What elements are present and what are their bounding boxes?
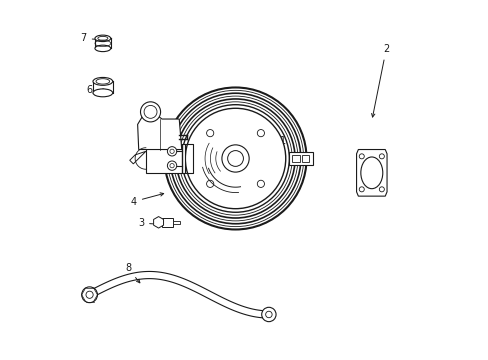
Bar: [162, 218, 172, 226]
Text: 1: 1: [255, 136, 286, 152]
Bar: [292, 155, 300, 162]
Ellipse shape: [93, 89, 112, 97]
Text: 5: 5: [171, 150, 203, 166]
Ellipse shape: [95, 45, 110, 51]
Circle shape: [167, 147, 176, 156]
Polygon shape: [129, 151, 145, 164]
Polygon shape: [356, 149, 386, 196]
Bar: [145, 144, 185, 173]
Circle shape: [261, 307, 276, 321]
Bar: [289, 152, 312, 165]
Ellipse shape: [95, 35, 110, 41]
Polygon shape: [153, 217, 163, 228]
Bar: [301, 155, 308, 162]
Text: 7: 7: [81, 33, 102, 43]
Text: 8: 8: [124, 263, 140, 283]
Circle shape: [140, 102, 160, 122]
Polygon shape: [172, 221, 180, 224]
Ellipse shape: [360, 157, 382, 189]
Circle shape: [185, 108, 285, 209]
Text: 4: 4: [130, 193, 163, 207]
Polygon shape: [137, 114, 182, 149]
Ellipse shape: [93, 77, 112, 85]
Text: 6: 6: [86, 85, 106, 95]
Circle shape: [81, 287, 97, 303]
Circle shape: [167, 161, 176, 170]
Text: 2: 2: [371, 45, 388, 117]
Text: 3: 3: [138, 218, 163, 228]
